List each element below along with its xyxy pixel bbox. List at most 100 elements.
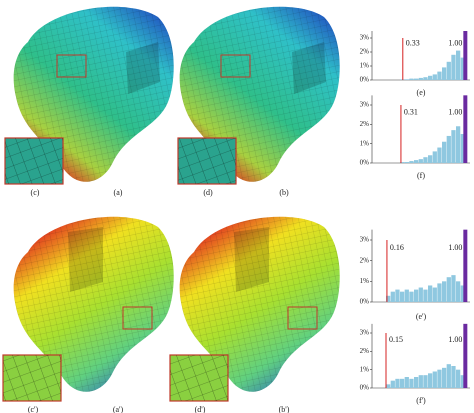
hist-bar [460, 285, 465, 302]
hist-label: (e') [416, 312, 427, 321]
hist-bar [423, 375, 428, 388]
min-label: 0.15 [389, 335, 403, 344]
y-tick-label: 0% [360, 159, 370, 167]
hist-bar [428, 285, 433, 302]
hist-bar [414, 377, 419, 388]
hist-label: (f') [416, 396, 426, 405]
mesh-model [13, 216, 174, 392]
max-label: 1.00 [448, 108, 462, 117]
hist-bar [409, 378, 414, 388]
hist-bar [437, 369, 442, 388]
inset-label: (c') [28, 405, 39, 413]
hist-bar [414, 289, 419, 302]
hist-bar [400, 378, 405, 388]
hist-bar [432, 151, 437, 163]
inset-label: (c) [31, 188, 40, 197]
zoom-box [287, 306, 318, 330]
max-label: 1.00 [448, 335, 462, 344]
hist-bar [428, 75, 433, 80]
hist-bar [418, 77, 423, 80]
y-tick-label: 0% [360, 298, 370, 306]
hist-bar [437, 147, 442, 163]
zoom-box [56, 54, 87, 78]
hist-bar [442, 141, 447, 163]
hist-bar [400, 291, 405, 302]
hist-bar [400, 162, 405, 163]
hist-bar [428, 373, 433, 388]
hist-bar [395, 378, 400, 388]
hist-bar [442, 281, 447, 302]
y-tick-label: 1% [360, 139, 370, 147]
max-bar [463, 95, 468, 163]
hist-bar [423, 157, 428, 163]
hist-bar [451, 366, 456, 388]
hist-bar [409, 78, 414, 80]
hist-bar [456, 369, 461, 388]
hist-bar [456, 50, 461, 80]
inset-grid [170, 355, 228, 401]
y-tick-label: 1% [360, 277, 370, 285]
inset-label: (d') [195, 405, 206, 413]
hist-bar [460, 134, 465, 163]
hist-bar [404, 162, 409, 163]
hist-bar [451, 54, 456, 80]
hist-bar [456, 281, 461, 302]
inset-grid [5, 138, 63, 184]
hist-bar [446, 364, 451, 388]
hist-bar [395, 289, 400, 302]
panel-label: (b) [279, 188, 289, 197]
hist-bar [442, 367, 447, 388]
hist-bar [432, 371, 437, 388]
hist-bar [428, 155, 433, 163]
hist-bar [418, 375, 423, 388]
panel-label: (a') [113, 405, 124, 413]
hist-bar [432, 287, 437, 302]
hist-bar [446, 135, 451, 163]
y-tick-label: 0% [360, 76, 370, 84]
y-tick-label: 2% [360, 120, 370, 128]
hist-bar [404, 377, 409, 388]
max-label: 1.00 [448, 38, 462, 47]
panel-label: (a) [114, 188, 123, 197]
max-bar [463, 323, 468, 388]
hist-bar [451, 130, 456, 163]
hist-bar [386, 295, 391, 302]
inset-grid [3, 355, 61, 401]
y-tick-label: 1% [360, 365, 370, 373]
y-tick-label: 0% [360, 384, 370, 392]
y-tick-label: 3% [360, 329, 370, 337]
hist-label: (f) [417, 171, 425, 180]
hist-bar [432, 74, 437, 80]
hist-bar [400, 79, 405, 80]
hist-bar [404, 79, 409, 80]
hist-bar [386, 384, 391, 388]
max-bar [463, 31, 468, 80]
min-label: 0.31 [404, 108, 418, 117]
hist-bar [446, 61, 451, 80]
hist-bar [390, 291, 395, 302]
mesh-grid [13, 216, 174, 392]
min-label: 0.33 [406, 38, 420, 47]
hist-bar [409, 291, 414, 302]
hist-bar [418, 287, 423, 302]
mesh-model [179, 216, 340, 392]
hist-bar [423, 289, 428, 302]
hist-bar [451, 275, 456, 302]
hist-bar [418, 159, 423, 163]
inset-label: (d) [203, 188, 213, 197]
zoom-box [220, 54, 251, 78]
zoom-box [122, 306, 153, 330]
hist-bar [414, 78, 419, 80]
min-label: 0.16 [390, 243, 404, 252]
hist-bar [414, 160, 419, 163]
y-tick-label: 3% [360, 236, 370, 244]
y-tick-label: 2% [360, 347, 370, 355]
hist-bar [456, 126, 461, 163]
panel-label: (b') [279, 405, 290, 413]
y-tick-label: 3% [360, 101, 370, 109]
y-tick-label: 2% [360, 48, 370, 56]
hist-bar [446, 277, 451, 302]
hist-bar [437, 283, 442, 302]
hist-bar [442, 67, 447, 80]
